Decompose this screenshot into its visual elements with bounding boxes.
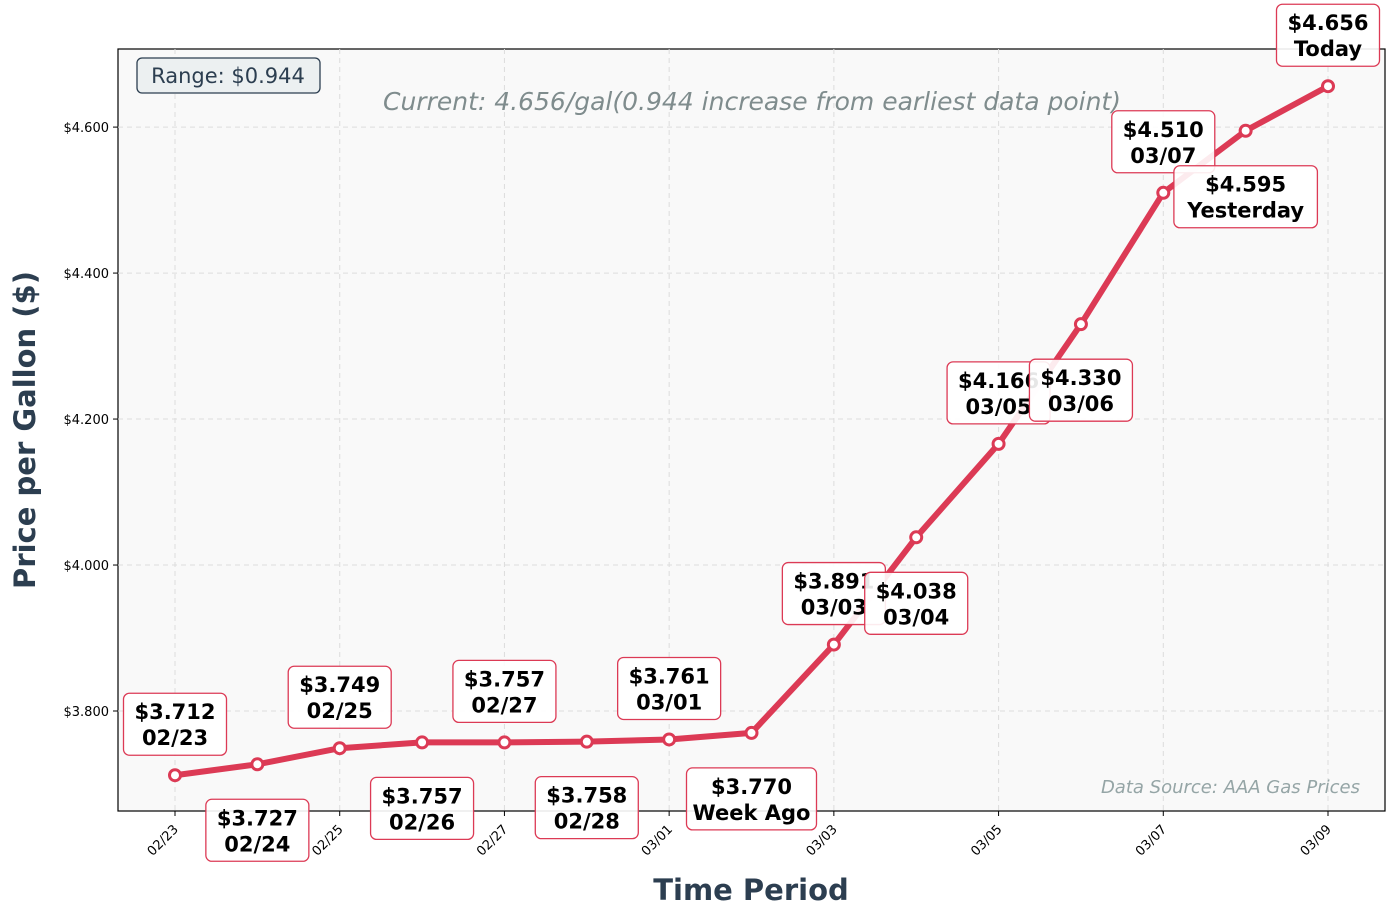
data-point xyxy=(826,637,841,652)
data-label-text: 02/28 xyxy=(554,810,620,834)
data-label-text: 02/25 xyxy=(307,699,373,723)
data-label-text: $3.770 xyxy=(711,775,792,799)
data-label-text: $4.510 xyxy=(1123,118,1204,142)
data-point xyxy=(250,757,265,772)
data-label-text: $4.595 xyxy=(1205,173,1286,197)
data-label-text: $4.038 xyxy=(876,579,957,603)
data-label-text: 03/04 xyxy=(883,605,949,629)
data-label-text: Week Ago xyxy=(693,801,811,825)
range-badge: Range: $0.944 xyxy=(136,57,321,94)
data-label-box xyxy=(685,767,818,831)
data-label-text: 03/06 xyxy=(1048,392,1114,416)
data-label-box xyxy=(1275,3,1381,67)
data-label-box xyxy=(1028,358,1134,422)
data-label-text: 02/24 xyxy=(224,832,290,856)
x-tick-label: 02/27 xyxy=(474,822,511,859)
data-label-text: Today xyxy=(1294,37,1363,61)
data-point xyxy=(415,735,430,750)
data-point xyxy=(991,436,1006,451)
data-label-box xyxy=(369,776,475,841)
range-text: Range: $0.944 xyxy=(151,64,305,88)
data-label-box xyxy=(1173,165,1319,229)
data-label-text: 03/03 xyxy=(801,596,867,620)
data-point xyxy=(579,734,594,749)
data-label-text: 03/05 xyxy=(966,395,1032,419)
data-label-box xyxy=(864,571,969,635)
x-tick-label: 02/25 xyxy=(309,822,346,859)
x-tick-label: 03/01 xyxy=(639,822,676,859)
data-label-text: $3.727 xyxy=(217,806,298,830)
data-label-text: 03/01 xyxy=(636,690,702,714)
data-label-box xyxy=(287,665,392,729)
data-label-box xyxy=(205,798,310,862)
x-axis-label: Time Period xyxy=(653,873,849,907)
y-axis-label: Price per Gallon ($) xyxy=(8,271,42,589)
data-label-text: $3.757 xyxy=(382,784,463,808)
data-label-text: 03/07 xyxy=(1130,144,1196,168)
data-point xyxy=(662,732,677,747)
y-tick-label: $4.000 xyxy=(64,559,110,574)
data-label-text: $3.757 xyxy=(464,667,545,691)
data-label-text: $3.749 xyxy=(299,673,380,697)
data-point xyxy=(497,735,512,750)
data-point xyxy=(744,725,759,740)
data-label-box xyxy=(616,656,722,721)
data-label-text: 02/27 xyxy=(471,693,537,717)
data-label-text: 02/26 xyxy=(389,810,455,834)
source-annotation: Data Source: AAA Gas Prices xyxy=(1101,777,1360,798)
data-label-text: $3.761 xyxy=(629,664,710,688)
data-point xyxy=(1073,317,1088,332)
data-label-text: 02/23 xyxy=(142,726,208,750)
y-tick-label: $4.400 xyxy=(64,267,110,282)
data-label-box xyxy=(1111,110,1216,174)
data-label-text: $4.166 xyxy=(958,369,1039,393)
data-point xyxy=(332,741,347,756)
x-tick-label: 03/05 xyxy=(968,822,1005,859)
data-point xyxy=(168,768,182,783)
data-point xyxy=(1321,79,1335,94)
current-annotation: Current: 4.656/gal(0.944 increase from e… xyxy=(383,87,1121,116)
x-tick-label: 02/23 xyxy=(145,822,182,859)
data-point xyxy=(1238,123,1253,138)
data-label-text: $4.656 xyxy=(1287,11,1368,35)
data-point xyxy=(909,530,924,545)
x-tick-label: 03/07 xyxy=(1133,822,1170,859)
data-label-text: $3.758 xyxy=(546,784,627,808)
data-label-text: $3.712 xyxy=(134,700,215,724)
data-label-box xyxy=(452,659,557,724)
data-label-box xyxy=(122,692,228,756)
data-label-box xyxy=(534,776,639,840)
y-tick-label: $3.800 xyxy=(64,705,110,720)
data-point xyxy=(1156,185,1171,200)
y-tick-label: $4.600 xyxy=(64,121,110,136)
data-label-text: $4.330 xyxy=(1040,366,1121,390)
x-tick-label: 03/09 xyxy=(1298,822,1335,859)
data-label-text: Yesterday xyxy=(1186,199,1304,223)
data-label-text: $3.891 xyxy=(793,570,874,594)
y-tick-label: $4.200 xyxy=(64,413,110,428)
